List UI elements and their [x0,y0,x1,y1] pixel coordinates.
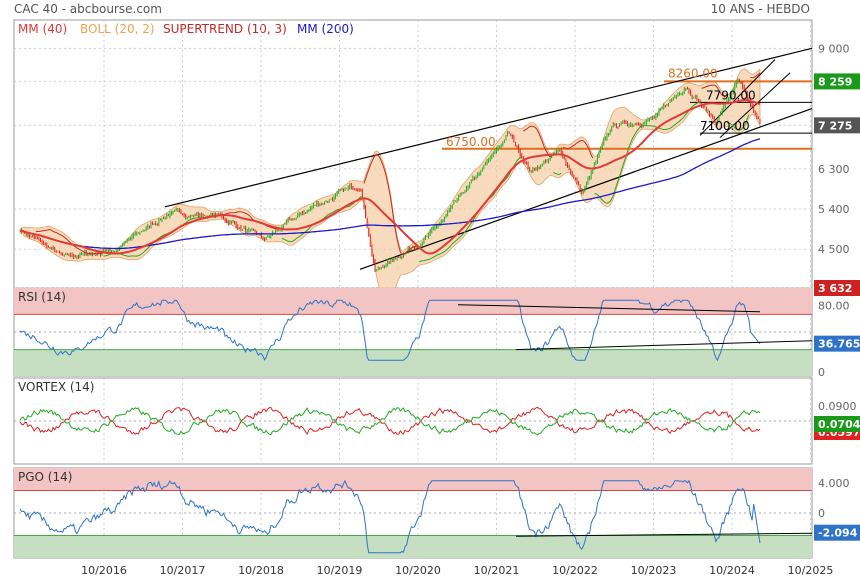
pgo-tick-4: 4.000 [818,477,850,490]
rsi-tick-0: 0 [818,366,825,379]
supertrend-line [35,229,103,255]
x-label: 10/2018 [238,564,284,577]
legend-boll: BOLL (20, 2) [80,22,155,36]
price-tick-label: 5 400 [818,203,850,216]
channel-top-line [164,47,813,208]
x-label: 10/2017 [160,564,206,577]
price-tag-2-bg [814,117,860,134]
x-label: 10/2019 [317,564,363,577]
rsi-trend-top [457,304,761,313]
chart-title: CAC 40 - abcbourse.com [14,2,162,16]
supertrend-line [701,84,726,98]
pgo-line [19,479,761,554]
supertrend-line [750,72,761,79]
supertrend-line [562,139,594,159]
pgo-value-tag: -2.094 [818,527,858,540]
chart-period: 10 ANS - HEBDO [710,2,810,16]
pgo-trend-line [515,532,813,537]
vortex-green-tag: 0.0704 [818,418,860,431]
rsi-oversold-zone [14,349,812,376]
price-tick-label: 4 500 [818,243,850,256]
supertrend-line [523,125,552,158]
annotation-6750.00: 6750.00 [446,135,496,149]
x-label: 10/2020 [395,564,441,577]
bollinger-band [19,68,761,305]
x-label: 10/2025 [788,564,834,577]
rsi-value-tag: 36.765 [818,338,860,351]
rsi-tick-80: 80.00 [818,300,850,313]
price-tag-6: 3 632 [818,282,852,295]
rsi-title: RSI (14) [18,290,66,304]
channel-bottom-line [359,108,813,270]
ma200-line [67,138,761,250]
pgo-lower-zone [14,535,812,558]
wedge-top-line [699,59,776,136]
price-tag-1: 8 259 [818,75,852,88]
pgo-tick-0: 0 [818,507,825,520]
rsi-line [19,299,761,362]
price-tick-label: 9 000 [818,42,850,55]
supertrend-line [553,172,562,175]
price-tag-1-bg [814,73,860,90]
pgo-value-tag-bg [814,524,860,541]
supertrend-line [221,211,281,230]
annotation-7100.00: 7100.00 [700,119,750,133]
vortex-green-tag-bg [814,416,860,432]
x-label: 10/2016 [81,564,127,577]
pgo-title: PGO (14) [18,470,72,484]
price-tag-6-bg [814,280,860,296]
wedge-bottom-line [719,72,791,138]
supertrend-line [726,114,750,131]
annotation-8260.00: 8260.00 [668,66,718,80]
vortex-title: VORTEX (14) [18,380,95,394]
price-tag-2: 7 275 [818,119,852,132]
ma40-line [19,99,761,255]
supertrend-line [418,157,522,263]
legend-ma40: MM (40) [18,22,68,36]
annotation-7790.00: 7790.00 [706,88,756,102]
price-tick-label: 6 300 [818,163,850,176]
vortex-plus-line [19,407,761,436]
vortex-minus-line [19,406,761,435]
legend-supertrend: SUPERTREND (10, 3) [163,22,287,36]
x-label: 10/2023 [631,564,677,577]
rsi-value-tag-bg [814,335,860,352]
pgo-upper-zone [14,468,812,491]
supertrend-line [594,101,701,204]
x-label: 10/2022 [552,564,598,577]
x-label: 10/2021 [474,564,520,577]
rsi-trend-bottom [515,340,813,351]
vortex-tick: 0.0900 [818,400,857,413]
x-label: 10/2024 [709,564,755,577]
supertrend-line [363,153,418,256]
